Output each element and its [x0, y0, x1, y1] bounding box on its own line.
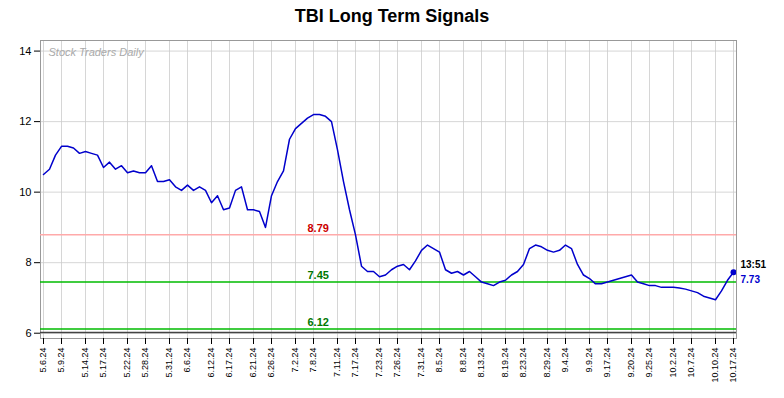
- html-text:TBI Long Term Signals: TBI Long Term Signals: [294, 6, 490, 26]
- svg-text:5.22.24: 5.22.24: [122, 348, 132, 378]
- svg-text:6: 6: [25, 327, 31, 339]
- svg-text:9.17.24: 9.17.24: [602, 348, 612, 378]
- svg-text:7.11.24: 7.11.24: [332, 348, 342, 377]
- svg-text:6.21.24: 6.21.24: [248, 348, 258, 378]
- svg-text:6.12.24: 6.12.24: [206, 348, 216, 378]
- svg-text:7.23.24: 7.23.24: [374, 348, 384, 378]
- svg-text:14: 14: [19, 45, 31, 57]
- svg-text:5.6.24: 5.6.24: [38, 348, 48, 373]
- svg-text:8.19.24: 8.19.24: [500, 348, 510, 378]
- svg-text:9.25.24: 9.25.24: [644, 348, 654, 378]
- svg-text:8.5.24: 8.5.24: [434, 348, 444, 373]
- svg-text:13:51: 13:51: [741, 259, 767, 270]
- svg-text:5.28.24: 5.28.24: [140, 348, 150, 378]
- svg-text:5.17.24: 5.17.24: [98, 348, 108, 378]
- svg-text:5.31.24: 5.31.24: [164, 348, 174, 378]
- svg-text:6.12: 6.12: [308, 316, 329, 328]
- svg-text:7.31.24: 7.31.24: [416, 348, 426, 378]
- svg-text:9.9.24: 9.9.24: [584, 348, 594, 373]
- svg-text:6.17.24: 6.17.24: [224, 348, 234, 378]
- svg-text:8.13.24: 8.13.24: [476, 348, 486, 378]
- svg-text:7.2.24: 7.2.24: [290, 348, 300, 373]
- svg-text:8.29.24: 8.29.24: [542, 348, 552, 378]
- svg-text:7.17.24: 7.17.24: [350, 348, 360, 378]
- svg-text:12: 12: [19, 115, 31, 127]
- svg-text:8: 8: [25, 256, 31, 268]
- svg-text:10: 10: [19, 186, 31, 198]
- svg-text:9.4.24: 9.4.24: [560, 348, 570, 373]
- svg-text:7.8.24: 7.8.24: [308, 348, 318, 373]
- svg-text:5.9.24: 5.9.24: [56, 348, 66, 373]
- svg-text:8.23.24: 8.23.24: [518, 348, 528, 378]
- svg-text:7.26.24: 7.26.24: [392, 348, 402, 378]
- svg-text:6.26.24: 6.26.24: [266, 348, 276, 378]
- svg-text:6.6.24: 6.6.24: [182, 348, 192, 373]
- svg-text:10.17.24: 10.17.24: [728, 348, 738, 383]
- svg-text:7.73: 7.73: [741, 274, 761, 285]
- svg-text:9.20.24: 9.20.24: [626, 348, 636, 378]
- svg-text:Stock Traders Daily: Stock Traders Daily: [49, 46, 146, 58]
- svg-text:10.10.24: 10.10.24: [710, 348, 720, 383]
- svg-text:7.45: 7.45: [308, 269, 329, 281]
- svg-text:8.8.24: 8.8.24: [458, 348, 468, 373]
- svg-text:5.14.24: 5.14.24: [80, 348, 90, 378]
- svg-text:8.79: 8.79: [308, 222, 329, 234]
- svg-text:10.2.24: 10.2.24: [668, 348, 678, 378]
- svg-text:10.7.24: 10.7.24: [686, 348, 696, 378]
